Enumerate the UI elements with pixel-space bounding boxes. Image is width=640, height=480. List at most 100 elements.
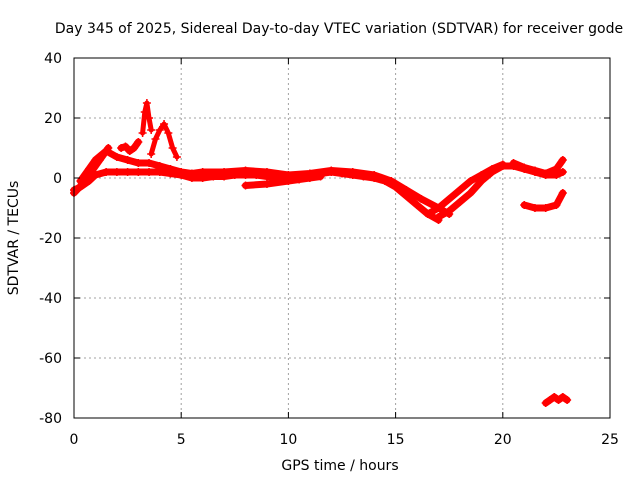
y-tick-label: -40 bbox=[39, 291, 62, 307]
data-point bbox=[145, 114, 154, 122]
y-tick-label: 0 bbox=[53, 171, 62, 187]
y-tick-label: -60 bbox=[39, 351, 62, 367]
data-point bbox=[166, 165, 175, 173]
data-point bbox=[413, 201, 422, 209]
data-point bbox=[130, 144, 139, 152]
data-point bbox=[509, 159, 518, 167]
data-point bbox=[220, 168, 229, 176]
data-point bbox=[387, 177, 396, 185]
data-point bbox=[284, 177, 293, 185]
x-tick-label: 0 bbox=[70, 432, 79, 448]
y-axis-label: SDTVAR / TECUs bbox=[6, 181, 22, 296]
data-point bbox=[134, 159, 143, 167]
data-point bbox=[402, 186, 411, 194]
data-point bbox=[123, 168, 132, 176]
data-point bbox=[125, 147, 134, 155]
data-point bbox=[87, 168, 96, 176]
data-point bbox=[434, 213, 443, 221]
data-point bbox=[147, 150, 156, 158]
y-axis: -80 -60 -40 -20 0 20 40 bbox=[39, 51, 610, 427]
data-point bbox=[370, 171, 379, 179]
y-tick-label: 40 bbox=[44, 51, 62, 67]
data-point bbox=[423, 210, 432, 218]
data-point bbox=[172, 153, 181, 161]
data-point bbox=[434, 204, 443, 212]
series-arc-recovery-inner bbox=[424, 161, 507, 218]
data-point bbox=[520, 201, 529, 209]
data-point bbox=[117, 144, 126, 152]
data-point bbox=[198, 168, 207, 176]
x-tick-label: 25 bbox=[601, 432, 619, 448]
data-point bbox=[112, 168, 121, 176]
data-point bbox=[123, 156, 132, 164]
data-point bbox=[262, 180, 271, 188]
data-point bbox=[241, 181, 250, 190]
x-tick-label: 15 bbox=[387, 432, 405, 448]
data-point bbox=[552, 201, 561, 209]
data-point bbox=[112, 153, 121, 161]
data-point bbox=[95, 156, 104, 164]
data-point bbox=[316, 172, 325, 181]
x-axis: 0 5 10 15 20 25 bbox=[70, 58, 619, 448]
data-point bbox=[554, 396, 563, 404]
data-point bbox=[545, 396, 554, 404]
data-point bbox=[138, 129, 147, 137]
data-point bbox=[488, 165, 497, 173]
data-point bbox=[160, 120, 169, 128]
data-point bbox=[558, 156, 567, 164]
data-point bbox=[134, 168, 143, 176]
data-point bbox=[558, 168, 567, 176]
data-point bbox=[155, 162, 164, 170]
data-point bbox=[78, 180, 87, 188]
data-point bbox=[445, 195, 454, 203]
y-tick-label: 20 bbox=[44, 111, 62, 127]
data-point bbox=[520, 163, 529, 172]
data-layer bbox=[70, 99, 572, 407]
data-point bbox=[168, 144, 177, 152]
data-point bbox=[563, 396, 572, 404]
data-point bbox=[466, 189, 475, 197]
data-point bbox=[498, 160, 507, 169]
data-point bbox=[541, 169, 550, 178]
x-tick-label: 5 bbox=[177, 432, 186, 448]
data-point bbox=[417, 195, 426, 203]
data-point bbox=[348, 168, 357, 176]
data-point bbox=[466, 177, 475, 185]
data-point bbox=[530, 166, 539, 175]
data-point bbox=[541, 204, 550, 212]
data-point bbox=[550, 393, 559, 401]
y-tick-label: -20 bbox=[39, 231, 62, 247]
data-point bbox=[241, 166, 250, 175]
chart-title: Day 345 of 2025, Sidereal Day-to-day VTE… bbox=[55, 21, 623, 37]
grid bbox=[74, 58, 610, 418]
data-point bbox=[327, 166, 336, 175]
data-point bbox=[455, 186, 464, 194]
data-point bbox=[455, 198, 464, 206]
data-point bbox=[305, 174, 314, 182]
data-point bbox=[552, 165, 561, 173]
data-point bbox=[145, 168, 154, 176]
y-tick-label: -80 bbox=[39, 411, 62, 427]
data-point bbox=[445, 207, 454, 215]
x-tick-label: 10 bbox=[279, 432, 297, 448]
data-point bbox=[295, 175, 304, 184]
data-point bbox=[147, 126, 156, 134]
data-point bbox=[177, 168, 186, 176]
data-point bbox=[164, 129, 173, 137]
data-point bbox=[102, 168, 111, 176]
x-axis-label: GPS time / hours bbox=[281, 458, 398, 474]
data-point bbox=[262, 168, 271, 176]
data-point bbox=[187, 169, 196, 178]
x-tick-label: 20 bbox=[494, 432, 512, 448]
data-point bbox=[151, 135, 160, 143]
data-point bbox=[140, 108, 149, 116]
data-point bbox=[530, 204, 539, 212]
data-point bbox=[145, 159, 154, 167]
data-point bbox=[558, 189, 567, 197]
data-point bbox=[134, 138, 143, 146]
data-point bbox=[155, 126, 164, 134]
data-point bbox=[477, 171, 486, 179]
data-point bbox=[142, 99, 151, 107]
data-point bbox=[104, 144, 113, 152]
